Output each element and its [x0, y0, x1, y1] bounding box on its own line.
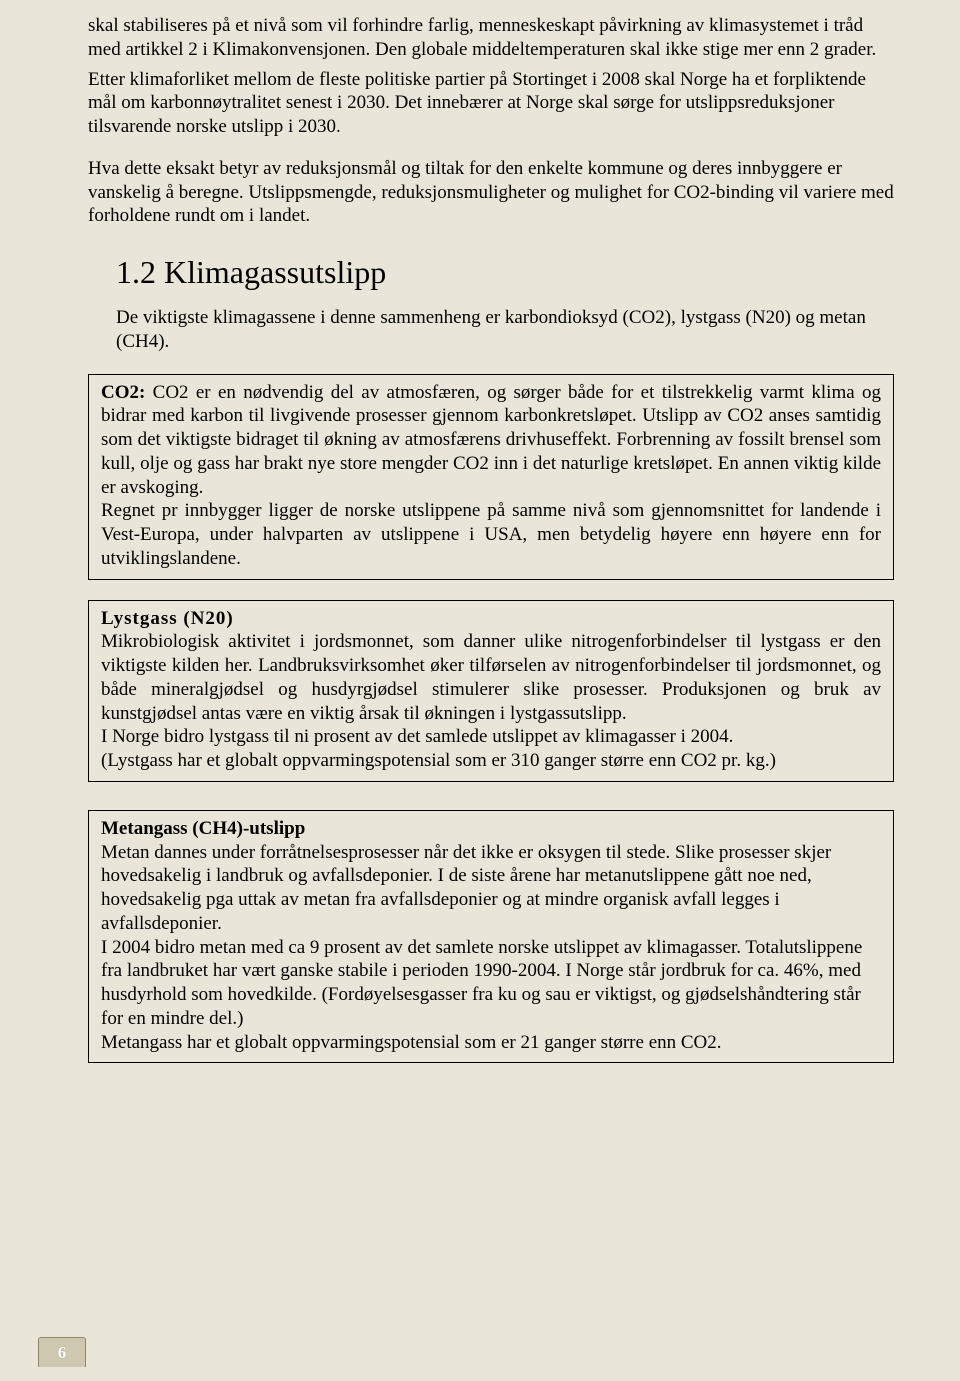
box-ch4-text1: Metan dannes under forråtnelsesprosesser… [101, 841, 881, 936]
box-co2-text1: CO2 er en nødvendig del av atmosfæren, o… [101, 382, 881, 498]
page-number: 6 [58, 1342, 67, 1363]
box-co2-text2: Regnet pr innbygger ligger de norske uts… [101, 499, 881, 570]
paragraph-2: Etter klimaforliket mellom de fleste pol… [88, 68, 894, 139]
paragraph-3: Hva dette eksakt betyr av reduksjonsmål … [88, 157, 894, 228]
box-n20-text2: I Norge bidro lystgass til ni prosent av… [101, 725, 881, 749]
paragraph-1: skal stabiliseres på et nivå som vil for… [88, 14, 894, 62]
page-number-badge: 6 [38, 1337, 86, 1367]
section-intro: De viktigste klimagassene i denne sammen… [116, 306, 876, 354]
box-n20-text3: (Lystgass har et globalt oppvarmingspote… [101, 749, 881, 773]
box-co2-para: CO2: CO2 er en nødvendig del av atmosfær… [101, 381, 881, 500]
box-n20-text1: Mikrobiologisk aktivitet i jordsmonnet, … [101, 630, 881, 725]
section-heading: 1.2 Klimagassutslipp [116, 252, 894, 292]
box-ch4-text2: I 2004 bidro metan med ca 9 prosent av d… [101, 936, 881, 1031]
box-ch4-title: Metangass (CH4)-utslipp [101, 818, 305, 839]
box-n20-title: Lystgass (N20) [101, 608, 234, 629]
box-co2: CO2: CO2 er en nødvendig del av atmosfær… [88, 374, 894, 580]
box-co2-title: CO2: [101, 382, 145, 403]
box-n20: Lystgass (N20) Mikrobiologisk aktivitet … [88, 600, 894, 782]
box-ch4: Metangass (CH4)-utslipp Metan dannes und… [88, 810, 894, 1064]
box-ch4-text3: Metangass har et globalt oppvarmingspote… [101, 1031, 881, 1055]
